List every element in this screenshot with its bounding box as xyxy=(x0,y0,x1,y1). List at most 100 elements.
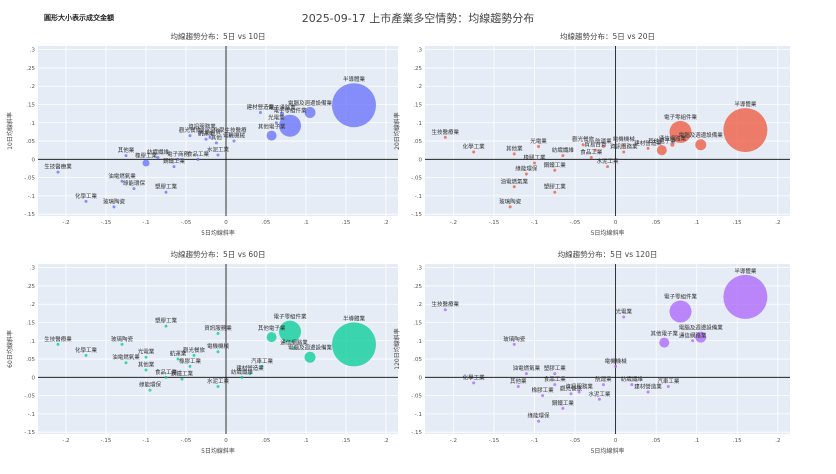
data-point[interactable] xyxy=(541,394,545,398)
data-point[interactable] xyxy=(553,383,557,387)
data-point[interactable] xyxy=(553,372,557,376)
data-point[interactable] xyxy=(537,145,541,149)
data-point[interactable] xyxy=(669,120,692,143)
data-point[interactable] xyxy=(512,185,516,189)
data-point[interactable] xyxy=(666,384,670,388)
data-point[interactable] xyxy=(723,274,768,319)
data-point[interactable] xyxy=(669,300,692,323)
data-point[interactable] xyxy=(192,353,196,357)
data-point[interactable] xyxy=(258,111,262,115)
data-point[interactable] xyxy=(120,342,124,346)
data-point[interactable] xyxy=(659,337,670,348)
data-point[interactable] xyxy=(601,145,605,149)
data-point[interactable] xyxy=(240,375,244,379)
data-point[interactable] xyxy=(601,383,605,387)
data-point[interactable] xyxy=(132,187,136,191)
data-point[interactable] xyxy=(614,364,618,368)
data-point[interactable] xyxy=(176,357,180,361)
data-point[interactable] xyxy=(266,130,277,141)
data-point[interactable] xyxy=(569,392,573,396)
data-point[interactable] xyxy=(577,390,581,394)
data-point[interactable] xyxy=(508,205,512,209)
data-point[interactable] xyxy=(443,308,447,312)
data-point[interactable] xyxy=(164,324,168,328)
data-point[interactable] xyxy=(228,134,232,138)
data-point[interactable] xyxy=(214,141,218,145)
data-point[interactable] xyxy=(260,364,264,368)
data-point[interactable] xyxy=(606,165,609,169)
data-point[interactable] xyxy=(84,353,88,357)
data-point[interactable] xyxy=(593,148,597,152)
data-point[interactable] xyxy=(553,190,557,194)
data-point[interactable] xyxy=(232,139,236,143)
data-point[interactable] xyxy=(589,156,593,160)
data-point[interactable] xyxy=(266,332,277,343)
data-point[interactable] xyxy=(561,154,565,158)
data-point[interactable] xyxy=(524,172,528,176)
data-point[interactable] xyxy=(472,381,476,385)
data-point[interactable] xyxy=(216,153,220,157)
data-point[interactable] xyxy=(561,406,565,410)
data-point[interactable] xyxy=(695,139,707,151)
data-point[interactable] xyxy=(56,170,60,174)
data-point[interactable] xyxy=(142,159,150,167)
data-point[interactable] xyxy=(646,390,650,394)
data-point[interactable] xyxy=(292,346,296,350)
data-point[interactable] xyxy=(622,150,626,154)
data-point[interactable] xyxy=(144,355,148,359)
data-point[interactable] xyxy=(656,145,667,156)
point-label: 其他電子業 xyxy=(651,330,679,338)
data-point[interactable] xyxy=(56,342,60,346)
data-point[interactable] xyxy=(124,361,128,365)
data-point[interactable] xyxy=(472,150,476,154)
data-point[interactable] xyxy=(512,152,516,156)
data-point[interactable] xyxy=(581,143,585,147)
data-point[interactable] xyxy=(443,135,447,139)
data-point[interactable] xyxy=(216,350,220,354)
data-point[interactable] xyxy=(200,130,204,134)
data-point[interactable] xyxy=(622,143,626,147)
data-point[interactable] xyxy=(516,384,520,388)
data-point[interactable] xyxy=(512,342,516,346)
data-point[interactable] xyxy=(144,368,148,372)
data-point[interactable] xyxy=(172,165,176,169)
data-point[interactable] xyxy=(196,157,200,161)
data-point[interactable] xyxy=(695,331,707,343)
data-point[interactable] xyxy=(622,315,626,319)
data-point[interactable] xyxy=(279,114,301,137)
data-point[interactable] xyxy=(304,107,316,119)
data-point[interactable] xyxy=(156,156,160,160)
data-point[interactable] xyxy=(112,205,116,209)
data-point[interactable] xyxy=(723,108,768,153)
data-point[interactable] xyxy=(646,146,650,150)
data-point[interactable] xyxy=(120,179,124,183)
data-point[interactable] xyxy=(304,351,316,363)
data-point[interactable] xyxy=(332,322,376,367)
data-point[interactable] xyxy=(164,375,168,379)
data-point[interactable] xyxy=(188,134,192,138)
data-point[interactable] xyxy=(204,137,208,141)
data-point[interactable] xyxy=(216,331,220,335)
data-point[interactable] xyxy=(691,339,695,343)
data-point[interactable] xyxy=(670,142,675,147)
data-point[interactable] xyxy=(164,190,168,194)
data-point[interactable] xyxy=(553,168,557,172)
data-point[interactable] xyxy=(216,384,220,388)
data-point[interactable] xyxy=(274,121,278,125)
data-point[interactable] xyxy=(188,364,192,368)
data-point[interactable] xyxy=(84,199,88,203)
data-point[interactable] xyxy=(630,383,634,387)
data-point[interactable] xyxy=(124,154,128,158)
data-point[interactable] xyxy=(280,111,284,116)
data-point[interactable] xyxy=(248,372,252,376)
data-point[interactable] xyxy=(332,83,376,128)
data-point[interactable] xyxy=(208,135,212,139)
data-point[interactable] xyxy=(524,372,528,376)
data-point[interactable] xyxy=(279,320,301,343)
data-point[interactable] xyxy=(176,157,180,161)
data-point[interactable] xyxy=(180,377,184,381)
data-point[interactable] xyxy=(597,397,601,401)
data-point[interactable] xyxy=(533,161,536,165)
data-point[interactable] xyxy=(537,419,541,423)
data-point[interactable] xyxy=(148,388,152,392)
